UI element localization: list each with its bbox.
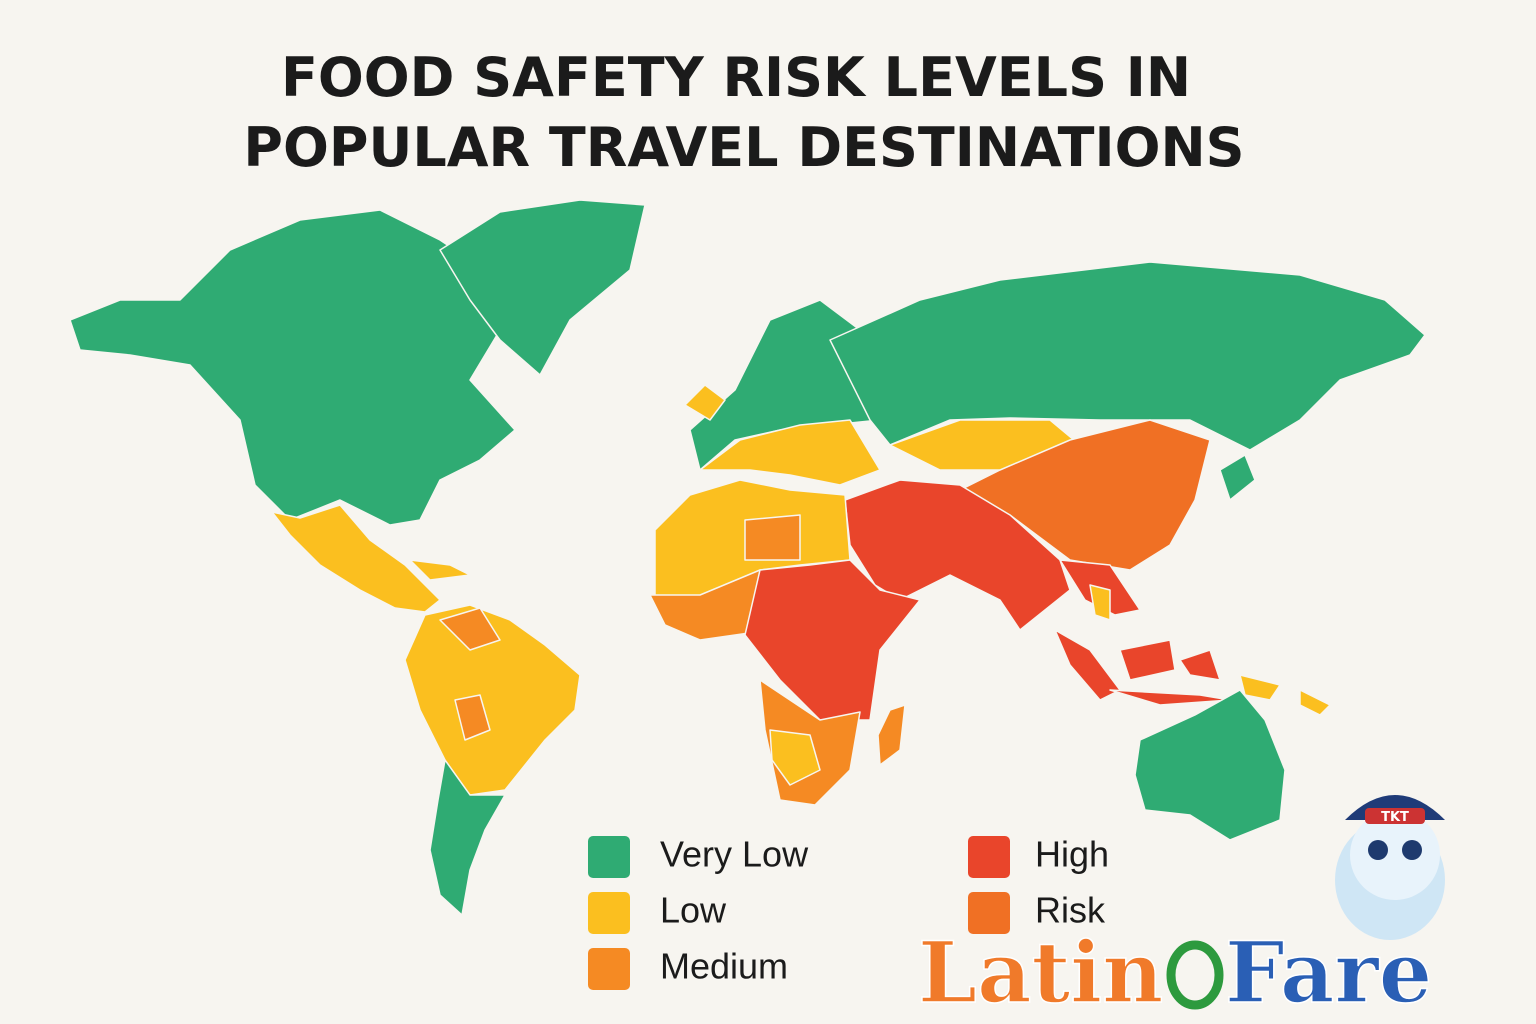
legend-swatch [968, 836, 1010, 878]
legend-label: Low [660, 890, 727, 931]
legend-swatch [588, 892, 630, 934]
region [1134, 689, 1286, 841]
region [429, 759, 506, 916]
region [439, 607, 501, 651]
region [1054, 629, 1121, 701]
mascot: TKT [1335, 795, 1445, 940]
region [829, 261, 1426, 451]
legend-swatch [968, 892, 1010, 934]
region [1299, 689, 1331, 716]
region [769, 729, 821, 786]
mascot-badge: TKT [1381, 810, 1409, 825]
region [744, 559, 921, 721]
region [69, 209, 516, 526]
title-line: POPULAR TRAVEL DESTINATIONS [243, 116, 1244, 179]
legend-label: High [1035, 834, 1109, 875]
region [1119, 639, 1176, 681]
world-map [69, 199, 1426, 916]
region [744, 514, 801, 561]
mascot-head [1350, 810, 1440, 900]
region [404, 604, 581, 796]
legend-swatch [588, 948, 630, 990]
mascot-badge-bg [1365, 808, 1425, 824]
logo-second: Fare [1225, 923, 1432, 1022]
region [877, 704, 906, 766]
region [271, 504, 441, 613]
legend-label: Medium [660, 946, 788, 987]
region [1219, 454, 1256, 501]
logo: Latin Fare [917, 922, 1433, 1023]
legend-label: Risk [1035, 890, 1106, 931]
region [1239, 674, 1281, 701]
logo-first: Latin [918, 923, 1163, 1022]
region [454, 694, 491, 741]
legend-label: Very Low [660, 834, 809, 875]
region [1179, 649, 1221, 681]
title-line: FOOD SAFETY RISK LEVELS IN [281, 46, 1191, 109]
region [699, 419, 881, 486]
region [684, 384, 726, 421]
mascot-eye [1368, 840, 1388, 860]
region [439, 199, 646, 376]
region [409, 559, 471, 581]
legend-swatch [588, 836, 630, 878]
mascot-eye [1402, 840, 1422, 860]
region [1089, 584, 1111, 621]
logo-swirl [1166, 940, 1224, 1010]
legend: Very Low Low Medium High Risk [588, 834, 1109, 990]
